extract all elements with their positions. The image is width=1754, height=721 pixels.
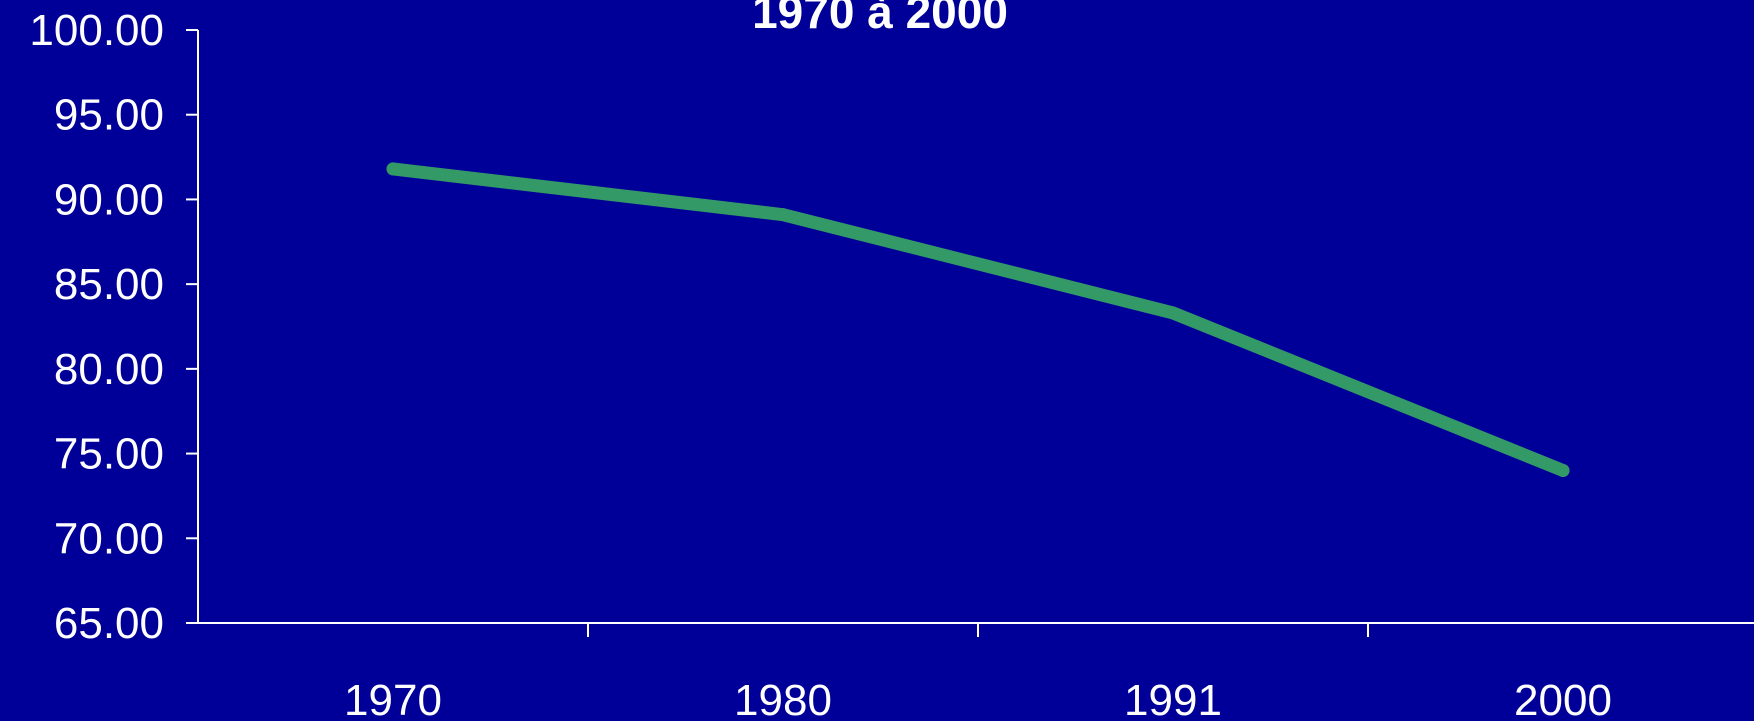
data-point xyxy=(386,162,400,176)
data-point xyxy=(1556,464,1570,478)
y-axis-ticks: 65.00 70.00 75.00 80.00 85.00 90.00 95.00 100.0… xyxy=(29,6,198,648)
x-axis-ticks: 1970 1980 1991 2000 xyxy=(344,623,1612,721)
x-tick-label: 2000 xyxy=(1514,676,1612,721)
x-tick-label: 1991 xyxy=(1124,676,1222,721)
x-tick-label: 1980 xyxy=(734,676,832,721)
y-tick-label: 80.00 xyxy=(54,345,164,394)
y-tick-label: 70.00 xyxy=(54,514,164,563)
axes xyxy=(197,30,1754,624)
y-tick-label: 95.00 xyxy=(54,91,164,140)
chart-title: 1970 à 2000 xyxy=(752,0,1008,38)
y-tick-label: 90.00 xyxy=(54,175,164,224)
y-tick-label: 75.00 xyxy=(54,430,164,479)
series-group xyxy=(386,162,1570,478)
y-tick-label: 65.00 xyxy=(54,599,164,648)
y-tick-label: 100.00 xyxy=(29,6,164,55)
data-point xyxy=(776,208,790,222)
series-line xyxy=(386,162,1570,478)
x-tick-label: 1970 xyxy=(344,676,442,721)
y-tick-label: 85.00 xyxy=(54,260,164,309)
data-point xyxy=(1166,306,1180,320)
